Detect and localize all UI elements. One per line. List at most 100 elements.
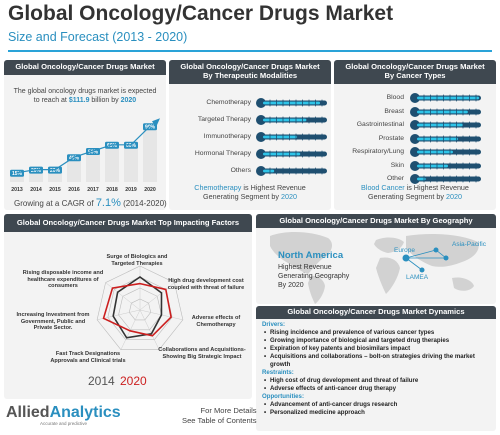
growth-bar-chart: 15% 2013 20% 2014 20% 2015 40% 2016 50% 2017 60% 20…	[10, 118, 160, 193]
bar-fill	[263, 152, 301, 156]
bar-track	[410, 133, 481, 144]
bar-fill	[417, 177, 426, 181]
bar-track	[256, 115, 327, 125]
factor-label-0: Surge of Biologics and Targeted Therapie…	[106, 254, 168, 267]
factor-label-5: Increasing Investment from Government, P…	[16, 312, 90, 332]
page-subtitle: Size and Forecast (2013 - 2020)	[8, 30, 188, 44]
growth-year-label: 2017	[87, 187, 99, 193]
modalities-panel: Global Oncology/Cancer Drugs Market By Th…	[169, 60, 331, 210]
bar-fill	[263, 101, 321, 105]
bar-fill	[263, 135, 298, 139]
bar-category-label: Prostate	[378, 134, 404, 142]
bar-fill	[417, 123, 463, 127]
growth-year-label: 2013	[11, 187, 23, 193]
cancer-types-note: Blood Cancer is Highest Revenue Generati…	[361, 183, 469, 201]
growth-year-label: 2020	[144, 187, 156, 193]
bar-fill	[417, 164, 448, 167]
bar-fill	[263, 118, 307, 122]
bar-track	[410, 106, 481, 117]
bar-track	[410, 160, 481, 171]
opportunity-item: Advancement of anti-cancer drugs researc…	[262, 401, 492, 409]
bar-fill	[417, 150, 453, 154]
bar-category-label: Hormonal Therapy	[194, 150, 251, 157]
radar-grid-ring	[96, 265, 184, 350]
market-size-text: The global oncology drugs market is expe…	[13, 88, 157, 104]
dynamics-panel-title: Global Oncology/Cancer Drugs Market Dyna…	[256, 306, 496, 319]
radar-series-2020	[102, 282, 172, 337]
bar-track	[410, 120, 481, 130]
market-size-panel: Global Oncology/Cancer Drugs Market The …	[4, 60, 167, 210]
opportunity-item: Personalized medicine approach	[262, 409, 492, 417]
growth-value-label: 15%	[12, 171, 23, 177]
bar-track	[256, 149, 327, 159]
radar-grid-ring	[128, 298, 152, 321]
bar-track	[256, 98, 327, 108]
driver-item: Growing importance of biological and tar…	[262, 337, 492, 345]
growth-year-label: 2015	[49, 187, 61, 193]
radar-axis	[139, 309, 160, 350]
growth-year-label: 2018	[106, 187, 118, 193]
growth-arrow-icon	[152, 118, 160, 128]
cancer-types-panel: Global Oncology/Cancer Drugs Market By Ca…	[334, 60, 496, 210]
driver-item: Expiration of key patents and biosimilar…	[262, 345, 492, 353]
modalities-panel-title: Global Oncology/Cancer Drugs Market By Th…	[169, 60, 331, 84]
restraint-item: High cost of drug development and threat…	[262, 377, 492, 385]
bar-category-label: Other	[387, 175, 404, 182]
impacting-factors-radar-chart	[96, 265, 184, 350]
geography-region: North America	[278, 250, 344, 261]
growth-value-label: 60%	[107, 143, 118, 149]
growth-trend-line	[16, 125, 151, 174]
bar-category-label: Gastrointestinal	[356, 121, 404, 128]
factor-label-4: Fast Track Designations Approvals and Cl…	[50, 351, 126, 364]
growth-bar	[10, 172, 24, 182]
bar-track	[410, 174, 481, 184]
cagr-text: Growing at a CAGR of 7.1% (2014-2020)	[14, 197, 167, 209]
header-divider	[8, 50, 492, 52]
map-label-asia: Asia-Pacific	[452, 241, 487, 248]
bar-category-label: Respiratory/Lung	[352, 148, 404, 155]
radar-series-2014	[112, 276, 163, 339]
growth-bar	[105, 144, 119, 182]
bar-track	[410, 147, 481, 157]
bar-fill	[417, 110, 468, 113]
legend-2014: 2014	[88, 374, 115, 388]
geography-panel: Global Oncology/Cancer Drugs Market By G…	[256, 214, 496, 304]
bar-category-label: Chemotherapy	[206, 99, 251, 106]
bar-fill	[417, 137, 458, 140]
growth-bar	[143, 126, 157, 182]
modalities-note: Chemotherapy is Highest Revenue Generati…	[194, 183, 306, 201]
bar-category-label: Targeted Therapy	[197, 116, 251, 123]
bar-track	[410, 93, 481, 103]
growth-year-label: 2019	[125, 187, 137, 193]
radar-axis	[105, 282, 141, 311]
market-size-panel-title: Global Oncology/Cancer Drugs Market	[4, 60, 166, 75]
radar-axis	[139, 282, 175, 311]
factor-label-1: High drug development cost coupled with …	[167, 278, 245, 291]
growth-value-label: 20%	[31, 168, 42, 174]
geography-note: Highest Revenue Generating Geography By …	[278, 264, 350, 290]
more-details-text: For More Details See Table of Contents	[182, 406, 257, 425]
dynamics-list: Drivers: Rising incidence and prevalence…	[262, 321, 492, 417]
growth-year-label: 2016	[68, 187, 80, 193]
logo-tagline: Accurate and predictive	[40, 421, 88, 426]
bar-category-label: Skin	[390, 161, 404, 169]
opportunities-label: Opportunities:	[262, 393, 304, 401]
restraints-label: Restraints:	[262, 369, 294, 377]
bar-category-label: Others	[230, 167, 251, 174]
bar-track	[256, 166, 327, 176]
factor-label-6: Rising disposable income and healthcare …	[22, 270, 104, 290]
growth-value-tag	[10, 169, 24, 177]
cancer-types-panel-title: Global Oncology/Cancer Drugs Market By Ca…	[334, 60, 496, 84]
bar-category-label: Blood	[386, 94, 404, 101]
radar-axis	[120, 309, 141, 350]
legend-2020: 2020	[120, 374, 147, 388]
driver-item: Acquisitions and collaborations – bolt-o…	[262, 353, 492, 369]
growth-value-label: 90%	[145, 125, 156, 131]
map-label-lamea: LAMEA	[406, 274, 429, 281]
growth-bar	[86, 151, 100, 182]
bar-category-label: Breast	[384, 107, 404, 115]
radar-grid-ring	[118, 287, 162, 331]
allied-analytics-logo: AlliedAnalytics	[6, 404, 121, 421]
growth-bar	[124, 144, 138, 182]
factor-label-2: Adverse effects of Chemotherapy	[191, 315, 241, 328]
